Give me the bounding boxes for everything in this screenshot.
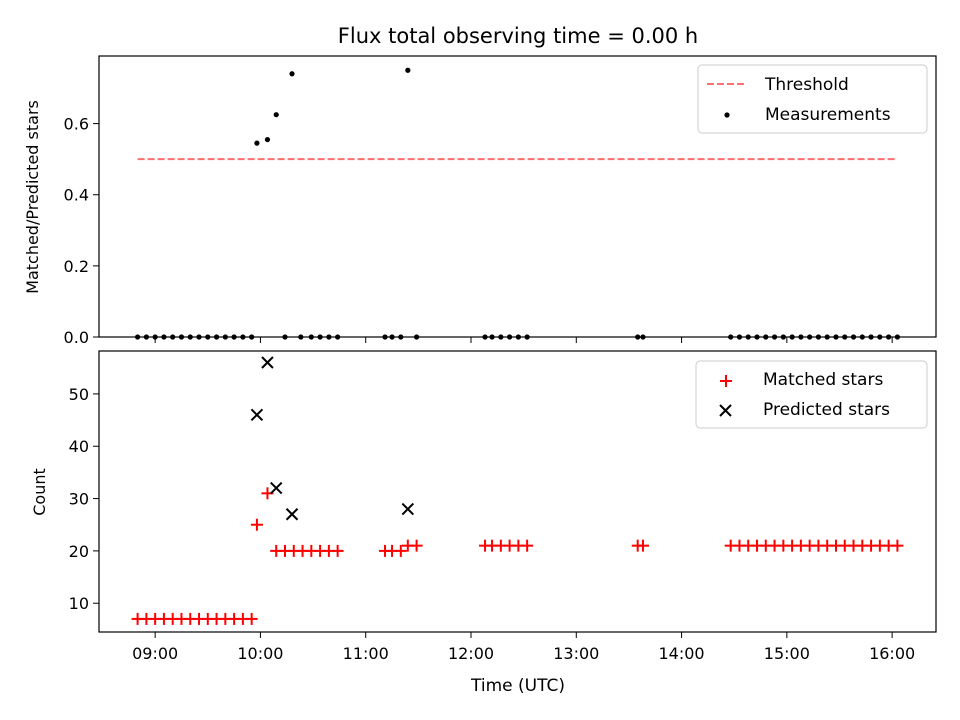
- x-tick-label: 16:00: [869, 644, 915, 663]
- predicted-star-point: [261, 356, 274, 369]
- bottom-panel: 10 20 30 40 50 09:00 10:00 11:00 12:00 13:00 14:0…: [30, 350, 937, 696]
- top-legend-box: [697, 64, 928, 134]
- legend-matched-label: Matched stars: [763, 370, 883, 390]
- predicted-star-point: [401, 502, 415, 516]
- legend-measurements-label: Measurements: [765, 105, 891, 125]
- y-tick-label: 20: [69, 542, 89, 561]
- bottom-y-axis: 10 20 30 40 50: [69, 385, 99, 613]
- bottom-axes-frame: [98, 350, 937, 633]
- measurement-point: [273, 112, 279, 118]
- x-tick-label: 14:00: [659, 644, 705, 663]
- matched-star-point: [331, 544, 344, 557]
- y-tick-label: 40: [69, 437, 89, 456]
- top-axes-frame: [98, 55, 937, 338]
- matched-star-point: [245, 612, 258, 625]
- legend-matched-swatch: [720, 375, 732, 387]
- predicted-star-point: [285, 508, 299, 521]
- legend-predicted-label: Predicted stars: [763, 400, 890, 420]
- matched-star-point: [394, 544, 407, 557]
- bottom-legend: Matched stars Predicted stars: [695, 360, 928, 429]
- bottom-plot-area: [131, 356, 904, 625]
- x-tick-label: 09:00: [132, 644, 178, 663]
- x-axis-label: Time (UTC): [470, 676, 565, 696]
- y-tick-label: 0.4: [64, 186, 89, 205]
- x-tick-label: 15:00: [764, 644, 810, 663]
- x-tick-label: 12:00: [448, 644, 494, 663]
- matched-star-point: [250, 518, 263, 531]
- measurement-point: [254, 140, 260, 146]
- matched-star-point: [410, 539, 423, 552]
- predicted-star-point: [270, 481, 283, 495]
- bottom-legend-box: [695, 360, 928, 429]
- measurement-point: [289, 71, 295, 77]
- y-tick-label: 0.0: [64, 328, 89, 347]
- y-tick-label: 30: [69, 490, 89, 509]
- y-tick-label: 50: [69, 385, 89, 404]
- x-tick-label: 11:00: [343, 644, 389, 663]
- legend-measurements-swatch: [724, 112, 730, 118]
- legend-predicted-swatch: [719, 404, 732, 417]
- y-tick-label: 0.2: [64, 257, 89, 276]
- top-y-axis-label: Matched/Predicted stars: [23, 100, 42, 294]
- x-tick-label: 13:00: [553, 644, 599, 663]
- top-panel: 0.0 0.2 0.4 0.6 Matched/Predicted stars Thr…: [23, 55, 937, 347]
- matched-star-point: [521, 539, 534, 552]
- top-x-ticks: [154, 337, 893, 343]
- matched-star-point: [891, 539, 904, 552]
- x-tick-label: 10:00: [237, 644, 283, 663]
- top-y-axis: 0.0 0.2 0.4 0.6: [64, 115, 99, 347]
- y-tick-label: 0.6: [64, 115, 89, 134]
- predicted-star-point: [250, 408, 264, 422]
- legend-threshold-label: Threshold: [764, 75, 849, 95]
- bottom-x-axis: 09:00 10:00 11:00 12:00 13:00 14:00 15:00 16:00: [132, 632, 915, 663]
- figure-title: Flux total observing time = 0.00 h: [338, 24, 698, 48]
- top-legend: Threshold Measurements: [697, 64, 928, 134]
- y-tick-label: 10: [69, 594, 89, 613]
- bottom-y-axis-label: Count: [30, 468, 49, 516]
- matched-star-point: [636, 539, 649, 552]
- measurement-point: [405, 67, 411, 73]
- measurement-point: [264, 136, 271, 143]
